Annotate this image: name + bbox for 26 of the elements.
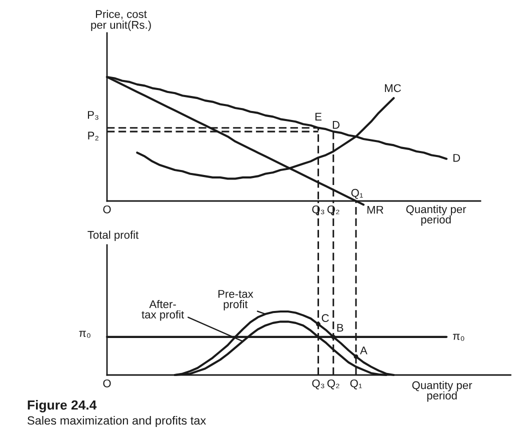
x-tick-label: O — [103, 379, 111, 388]
annotation: Q₁ — [351, 188, 363, 199]
x-tick-label: Q₃ — [312, 379, 324, 390]
x-axis-title: Quantity per period — [412, 381, 472, 402]
annotation: C — [322, 314, 329, 322]
x-tick-label: Q₁ — [350, 379, 362, 390]
x-tick-label: O — [103, 205, 111, 214]
caption: Figure 24.4 — [28, 400, 97, 412]
y-axis-title: Total profit — [88, 230, 139, 241]
series-label: π₀ — [452, 334, 464, 341]
text: After- tax profit — [142, 300, 184, 321]
x-tick-label: Q₂ — [327, 379, 340, 390]
y-axis-title: Price, cost per unit(Rs.) — [91, 10, 151, 31]
annotation: A — [360, 346, 368, 354]
series-label: P₂ — [88, 132, 98, 140]
annotation: E — [315, 112, 322, 121]
series-label: D — [332, 121, 340, 129]
annotation: π₀ — [79, 330, 90, 338]
series-label: MR — [367, 206, 384, 214]
annotation: B — [337, 324, 344, 332]
series-label: Pre-tax profit — [218, 290, 254, 310]
x-axis-title: Quantity per period — [406, 205, 466, 226]
annotation: D — [453, 154, 460, 162]
text: Sales maximization and profits tax — [28, 416, 206, 428]
series-label: P₃ — [88, 111, 98, 120]
series-label: MC — [384, 84, 401, 92]
